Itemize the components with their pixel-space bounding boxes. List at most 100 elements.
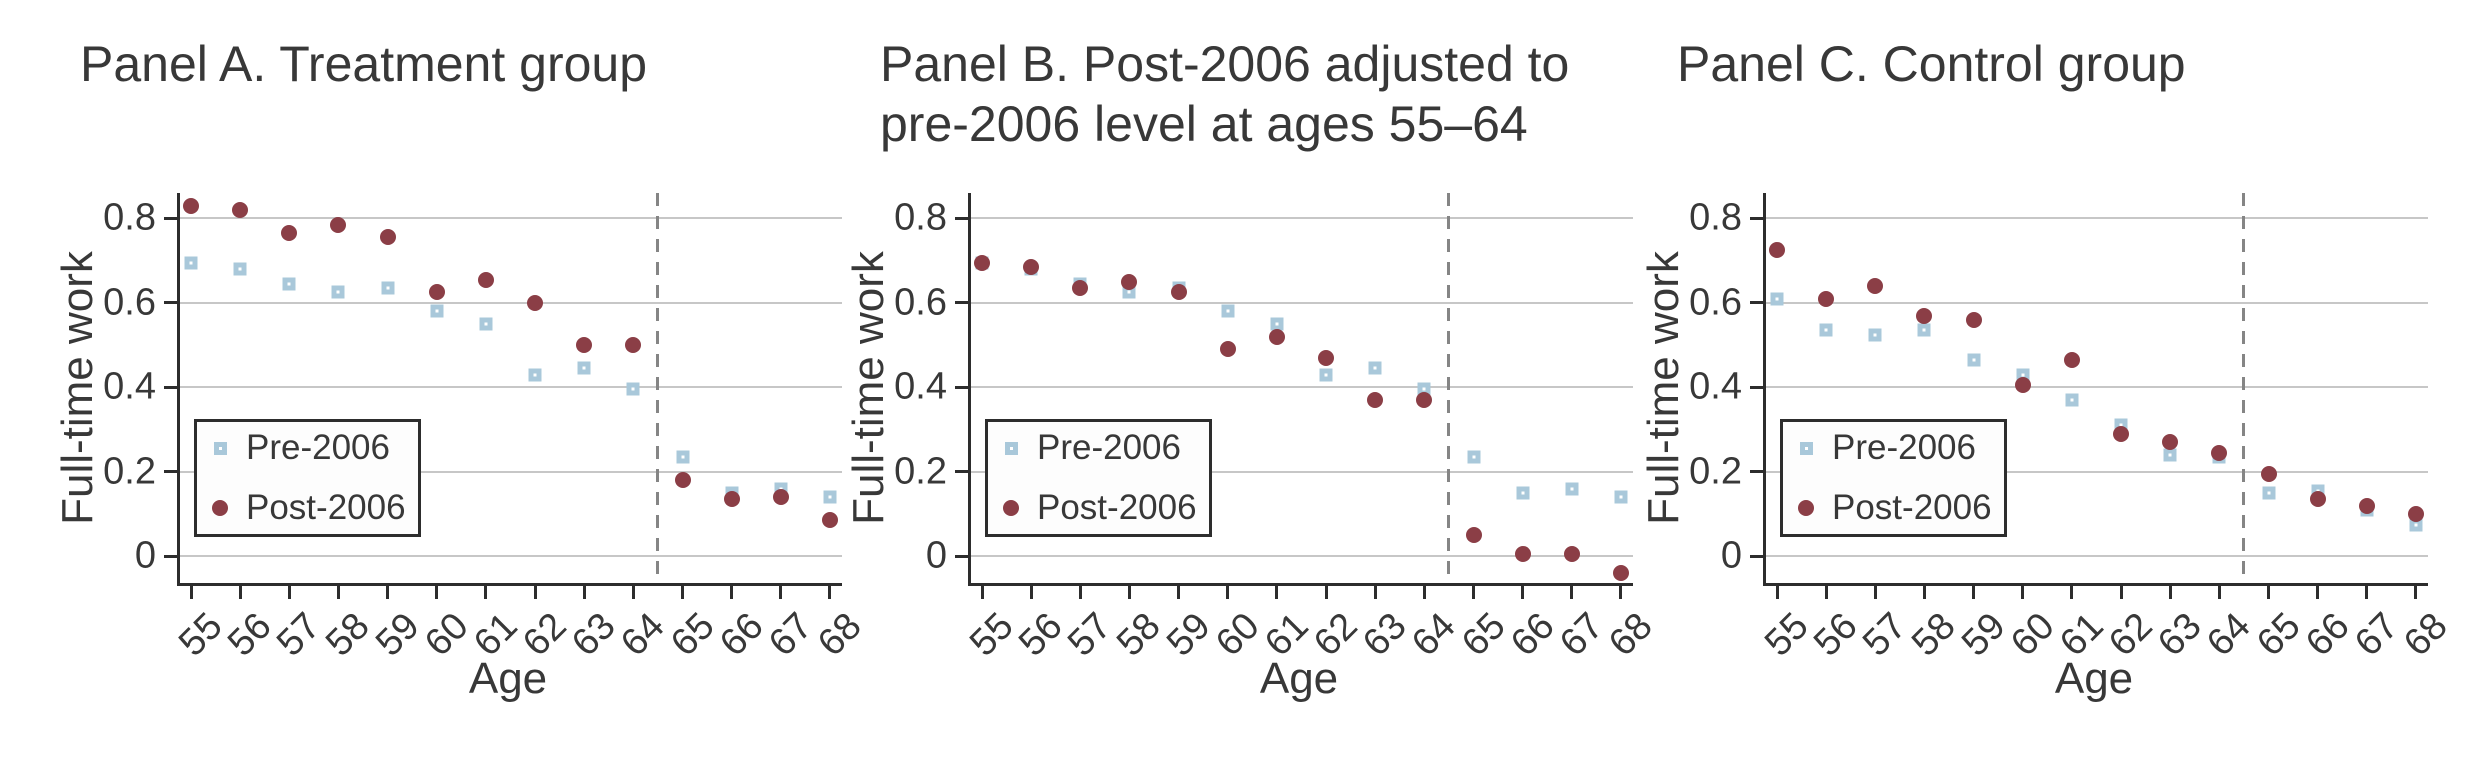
y-tick-label: 0.2	[1689, 450, 1742, 493]
pre-2006-point	[676, 450, 689, 464]
pre-2006-point	[1368, 361, 1382, 375]
y-axis-label: Full-time work	[844, 251, 893, 525]
x-tick	[1521, 586, 1525, 599]
y-tick	[955, 301, 968, 305]
pre-2006-point	[1917, 323, 1931, 337]
legend-label: Pre-2006	[1037, 428, 1181, 467]
x-tick	[1373, 586, 1377, 599]
panel-title-line1: Panel C. Control group	[1677, 36, 2186, 92]
y-tick-label: 0.4	[1689, 365, 1742, 408]
y-tick-label: 0.4	[894, 365, 947, 408]
grid-line	[180, 217, 842, 220]
legend-item-pre-2006: Pre-2006	[210, 428, 418, 468]
post-2006-point	[1121, 273, 1138, 290]
post-2006-point	[1916, 307, 1933, 324]
panel-title: Panel C. Control group	[1677, 34, 2186, 94]
x-tick	[1570, 586, 1574, 599]
grid-line	[971, 555, 1633, 558]
x-tick	[2070, 586, 2074, 599]
post-2006-point	[1416, 392, 1433, 409]
x-tick	[631, 586, 635, 599]
x-tick	[2021, 586, 2025, 599]
x-tick	[2316, 586, 2320, 599]
x-tick	[681, 586, 684, 599]
pre-2006-point	[1516, 486, 1530, 500]
pre-2006-point	[1967, 353, 1981, 367]
y-tick-label: 0	[134, 534, 156, 577]
post-2006-point	[1465, 527, 1482, 544]
grid-line	[971, 470, 1633, 473]
post-2006-point	[1769, 242, 1785, 259]
post-2006-point	[1268, 328, 1285, 345]
post-2006-point	[723, 491, 740, 508]
grid-line	[180, 301, 842, 304]
x-axis-label: Age	[1259, 654, 1339, 703]
x-tick	[484, 586, 488, 599]
grid-line	[1766, 217, 2428, 220]
x-tick	[386, 586, 390, 599]
pre-2006-point	[430, 304, 444, 318]
x-tick	[533, 586, 537, 599]
x-tick	[1472, 586, 1475, 599]
age-cutoff-line	[1447, 193, 1451, 583]
post-2006-point	[625, 337, 642, 354]
legend: Pre-2006 Post-2006	[194, 419, 421, 537]
y-tick	[164, 554, 177, 558]
x-tick	[1275, 586, 1279, 599]
panel-b-adjusted: Panel B. Post-2006 adjusted to pre-2006 …	[821, 0, 1661, 776]
post-2006-point	[379, 229, 396, 246]
plot-area: Pre-2006 Post-2006 0.8 0.6 0.4 0.2 0 55 56 57 58…	[894, 193, 1661, 665]
legend-item-post-2006: Post-2006	[1796, 488, 2004, 528]
legend-item-pre-2006: Pre-2006	[1796, 428, 2004, 468]
panel-title-line1: Panel A. Treatment group	[80, 36, 648, 92]
x-tick	[2168, 586, 2172, 599]
panel-a-treatment-group: Panel A. Treatment group Full-time work …	[30, 0, 870, 776]
post-2006-point	[330, 216, 347, 233]
post-2006-point	[2211, 444, 2228, 461]
post-2006-point	[1563, 546, 1580, 563]
post-2006-point	[2063, 351, 2080, 368]
pre-2006-point	[2163, 448, 2177, 462]
grid-line	[180, 470, 842, 473]
post-2006-point	[1072, 280, 1089, 297]
post-2006-point	[674, 472, 691, 489]
y-tick	[1750, 216, 1763, 220]
y-tick	[955, 385, 968, 389]
pre-2006-point	[1319, 368, 1333, 382]
x-tick	[1078, 586, 1082, 599]
post-2006-point	[576, 337, 593, 354]
y-tick	[1750, 385, 1763, 389]
age-cutoff-line	[656, 193, 660, 583]
legend-label: Pre-2006	[246, 428, 390, 467]
legend-item-post-2006: Post-2006	[1001, 488, 1209, 528]
post-2006-point	[2309, 491, 2326, 508]
post-2006-point	[281, 225, 298, 242]
y-axis-label: Full-time work	[1639, 251, 1688, 525]
x-tick	[2365, 586, 2369, 599]
grid-line	[1766, 470, 2428, 473]
post-2006-point	[772, 489, 789, 506]
x-tick	[1922, 586, 1926, 599]
pre-2006-point	[1614, 490, 1628, 504]
x-tick	[189, 586, 193, 599]
pre-2006-point	[1819, 323, 1833, 337]
legend-label: Post-2006	[1037, 488, 1197, 527]
x-tick	[828, 586, 832, 599]
y-tick-label: 0	[925, 534, 947, 577]
panel-title: Panel A. Treatment group	[80, 34, 647, 94]
y-tick	[164, 470, 177, 474]
pre-2006-point	[1270, 317, 1284, 331]
post-2006-point	[2014, 377, 2031, 394]
y-tick	[1750, 470, 1763, 474]
x-tick	[582, 586, 586, 599]
post-2006-circle-icon	[210, 500, 230, 516]
pre-2006-point	[184, 256, 198, 270]
pre-2006-point	[528, 368, 542, 382]
pre-2006-point	[331, 285, 345, 299]
y-tick	[955, 554, 968, 558]
x-tick	[1775, 586, 1779, 599]
panel-title-line1: Panel B. Post-2006 adjusted to	[880, 36, 1570, 92]
panel-title: Panel B. Post-2006 adjusted to pre-2006 …	[880, 34, 1569, 154]
grid-line	[180, 555, 842, 558]
x-tick	[779, 586, 783, 599]
